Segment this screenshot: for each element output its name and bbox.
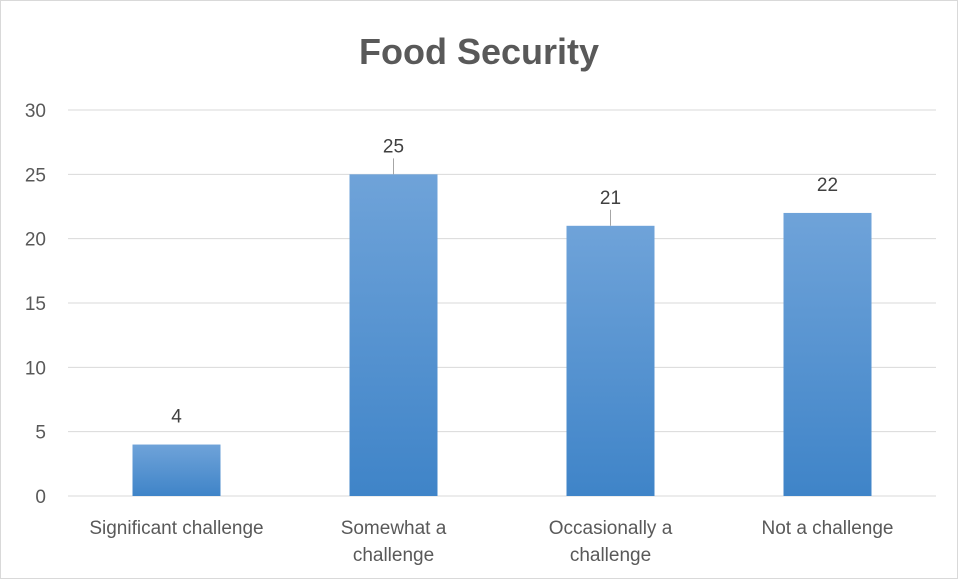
bar-2 <box>349 174 438 497</box>
x-category-label: Significant challenge <box>89 518 263 539</box>
y-tick-label: 20 <box>25 230 46 251</box>
chart-title: Food Security <box>358 31 600 72</box>
y-tick-label: 25 <box>25 165 46 186</box>
y-tick-label: 15 <box>25 294 46 315</box>
x-category-label: Not a challenge <box>761 518 893 539</box>
x-category-label: challenge <box>570 545 651 566</box>
data-label: 25 <box>383 136 404 157</box>
data-label: 4 <box>171 407 182 428</box>
data-label: 21 <box>600 188 621 209</box>
y-tick-label: 30 <box>25 101 46 122</box>
y-tick-label: 0 <box>35 487 46 508</box>
bar-1 <box>132 444 221 496</box>
y-tick-label: 10 <box>25 358 46 379</box>
bar-3 <box>566 225 655 497</box>
x-category-label: challenge <box>353 545 434 566</box>
x-category-label: Somewhat a <box>341 518 447 539</box>
data-label: 22 <box>817 175 838 196</box>
x-category-label: Occasionally a <box>549 518 673 539</box>
y-tick-label: 5 <box>35 423 46 444</box>
bar-4 <box>783 212 872 496</box>
